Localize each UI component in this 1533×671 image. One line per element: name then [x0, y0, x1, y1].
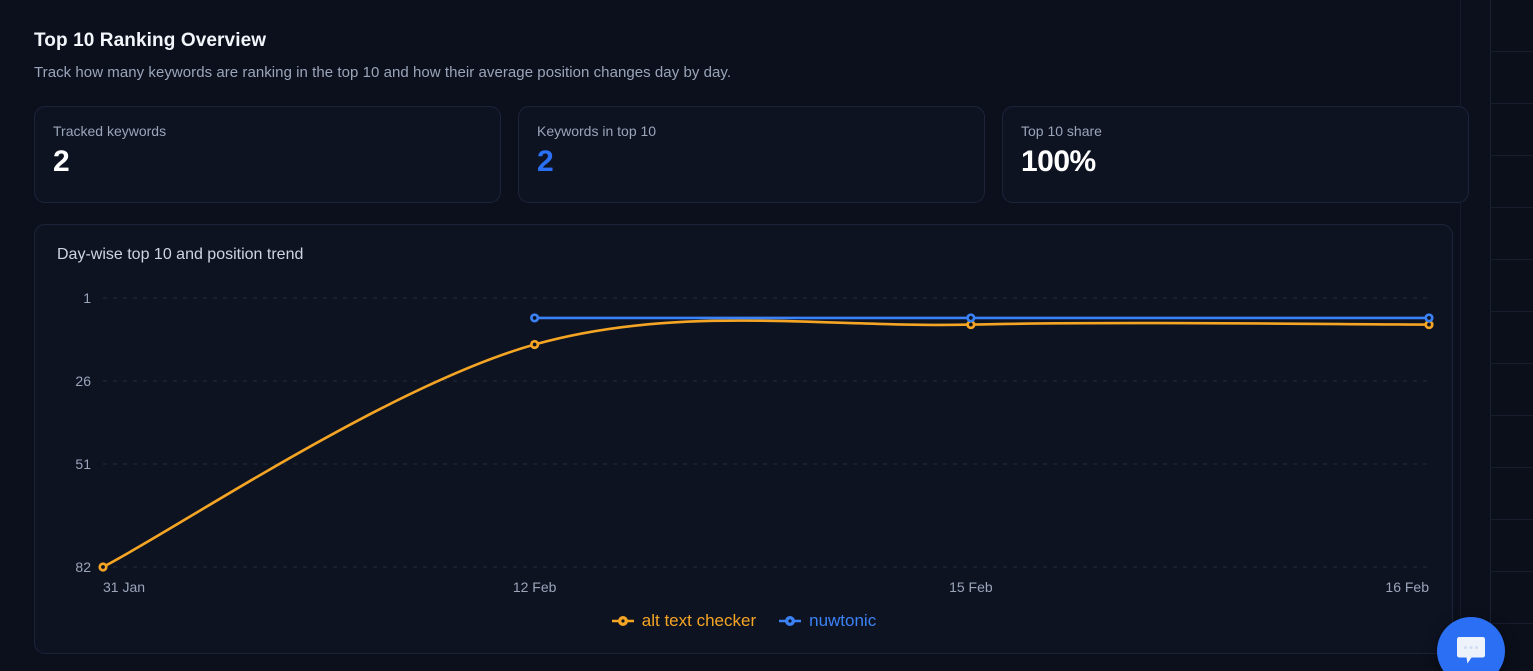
- table-row[interactable]: [1491, 260, 1533, 312]
- stat-card-top-10-share: Top 10 share 100%: [1002, 106, 1469, 203]
- y-axis-tick-label: 1: [83, 290, 91, 306]
- stat-value: 100%: [1021, 145, 1096, 178]
- chat-bubble-icon: [1457, 637, 1485, 664]
- right-gutter: [1460, 0, 1490, 671]
- position-trend-line-chart[interactable]: 1 26 51 82 31 Jan 12 Feb 15 Feb 16 Feb: [35, 225, 1454, 655]
- series-data-point-center: [968, 322, 973, 327]
- legend-label: nuwtonic: [809, 611, 877, 630]
- table-row[interactable]: [1491, 468, 1533, 520]
- series-data-point-center: [532, 316, 537, 320]
- stat-card-keywords-in-top-10: Keywords in top 10 2: [518, 106, 985, 203]
- legend-marker-icon: [779, 616, 802, 626]
- legend-marker-icon: [611, 616, 634, 626]
- legend-item-nuwtonic[interactable]: nuwtonic: [778, 611, 876, 631]
- series-line[interactable]: [101, 319, 1431, 569]
- stat-label: Top 10 share: [1021, 123, 1102, 139]
- table-row[interactable]: [1491, 416, 1533, 468]
- stat-card-group: Tracked keywords 2 Keywords in top 10 2 …: [34, 106, 1469, 203]
- table-row[interactable]: [1491, 104, 1533, 156]
- page-subtitle: Track how many keywords are ranking in t…: [34, 64, 732, 81]
- legend-label: alt text checker: [641, 611, 757, 630]
- page-title: Top 10 Ranking Overview: [34, 30, 267, 51]
- x-axis-tick-label: 16 Feb: [1385, 579, 1429, 595]
- stat-value: 2: [53, 145, 70, 178]
- stat-card-tracked-keywords: Tracked keywords 2: [34, 106, 501, 203]
- table-row[interactable]: [1491, 572, 1533, 624]
- series-data-point-center: [1427, 322, 1431, 327]
- table-row[interactable]: [1491, 0, 1533, 52]
- x-axis-tick-label: 15 Feb: [949, 579, 993, 595]
- table-row[interactable]: [1491, 520, 1533, 572]
- series-data-point-center: [968, 316, 973, 320]
- table-row[interactable]: [1491, 156, 1533, 208]
- chart-card: Day-wise top 10 and position trend 1 26 51…: [34, 224, 1453, 654]
- table-row[interactable]: [1491, 364, 1533, 416]
- right-side-table-panel[interactable]: [1490, 0, 1533, 671]
- stat-label: Tracked keywords: [53, 123, 167, 139]
- series-data-point-center: [101, 565, 105, 569]
- chart-legend: alt text checker nuwtonic: [35, 611, 1452, 631]
- stat-value: 2: [537, 145, 554, 178]
- y-axis-tick-label: 26: [75, 373, 91, 389]
- y-axis-tick-label: 82: [75, 559, 91, 575]
- table-row[interactable]: [1491, 312, 1533, 364]
- legend-item-alt-text-checker[interactable]: alt text checker: [611, 611, 756, 631]
- chart-title: Day-wise top 10 and position trend: [57, 246, 304, 263]
- y-axis-tick-label: 51: [75, 456, 91, 472]
- table-row[interactable]: [1491, 208, 1533, 260]
- series-data-point-center: [1427, 316, 1431, 320]
- chat-widget-button[interactable]: [1437, 617, 1505, 671]
- table-row[interactable]: [1491, 52, 1533, 104]
- x-axis-tick-label: 31 Jan: [103, 579, 145, 595]
- stat-label: Keywords in top 10: [537, 123, 657, 139]
- x-axis-tick-label: 12 Feb: [513, 579, 557, 595]
- series-data-point-center: [532, 342, 537, 347]
